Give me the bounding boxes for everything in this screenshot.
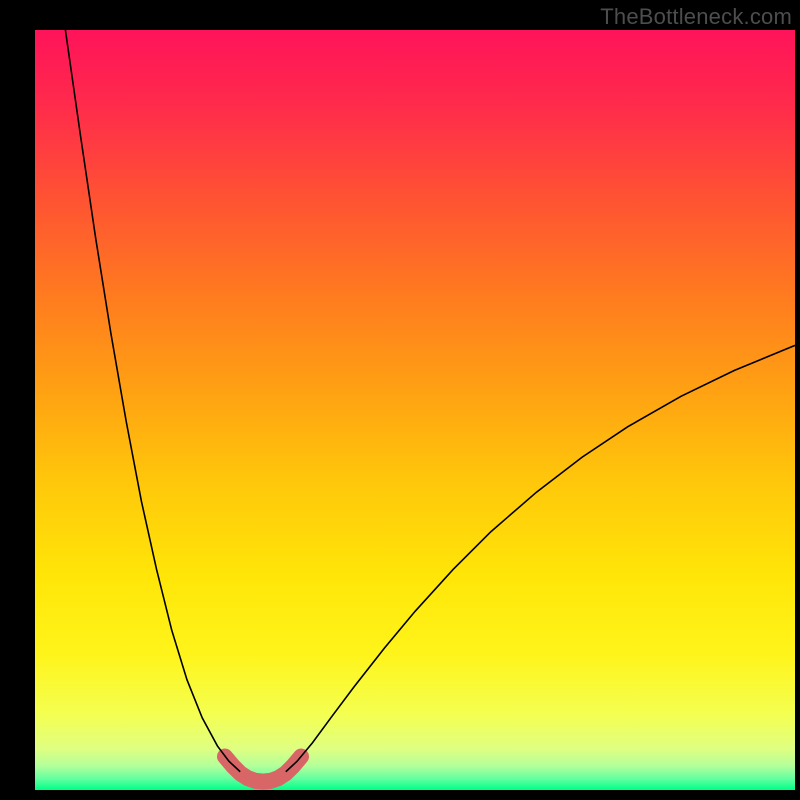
- bottleneck-curve-plot: [35, 30, 795, 790]
- chart-frame: [35, 30, 795, 790]
- plot-background: [35, 30, 795, 790]
- watermark-text: TheBottleneck.com: [600, 4, 792, 30]
